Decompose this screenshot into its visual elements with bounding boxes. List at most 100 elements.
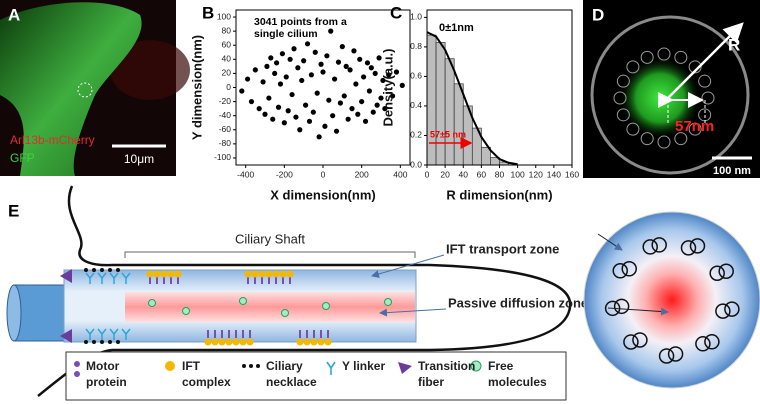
y-tick-label: -60 (219, 124, 232, 134)
bar (444, 58, 455, 166)
y-axis-label: Y dimension(nm) (189, 35, 204, 140)
shaft-bracket (124, 251, 416, 258)
point (343, 63, 349, 69)
y-tick-label: -20 (219, 96, 232, 106)
point (332, 76, 338, 82)
point (326, 97, 332, 103)
legend-label-line: necklace (266, 375, 317, 389)
point (345, 116, 351, 122)
point (318, 61, 324, 67)
point (361, 74, 367, 80)
point (324, 53, 330, 59)
x-tick-label: 60 (477, 169, 487, 179)
legend-label: Transition fiber (418, 359, 475, 389)
free-molecule (148, 299, 156, 307)
x-axis-label: R dimension(nm) (446, 187, 552, 202)
ift-complex (246, 338, 254, 346)
point (297, 127, 303, 133)
ift-complex (211, 338, 219, 346)
legend-label-line: Motor (86, 359, 120, 373)
radius-label: R (728, 35, 740, 54)
cross-section (583, 211, 760, 389)
legend-label-line: complex (182, 375, 231, 389)
necklace-dot (92, 340, 96, 344)
legend-icon (326, 361, 336, 375)
free-molecule (384, 298, 392, 306)
point (362, 118, 369, 124)
ift-complex (244, 270, 252, 278)
y-tick-label: 20 (222, 68, 232, 78)
free-molecule (182, 307, 190, 315)
point (287, 56, 293, 62)
x-tick-label: -200 (276, 169, 293, 179)
point (277, 81, 284, 87)
point (279, 51, 285, 57)
ift-complex (286, 270, 294, 278)
x-tick-label: 140 (547, 169, 561, 179)
necklace-dot (108, 268, 112, 272)
point (316, 134, 322, 140)
point (337, 100, 343, 106)
point (359, 98, 365, 105)
point (328, 28, 334, 34)
channel-label: GFP (10, 151, 35, 165)
point (291, 46, 297, 52)
point (320, 69, 326, 75)
red-haze (110, 40, 190, 100)
pointer (597, 233, 623, 251)
y-linker (109, 272, 119, 284)
y-tick-label: 0 (226, 82, 231, 92)
ift-complex (174, 270, 182, 278)
microtubule (667, 346, 684, 362)
basal-body-end (6, 284, 22, 342)
point (270, 116, 276, 122)
point (399, 82, 405, 88)
plot-frame (426, 9, 573, 166)
legend-icon (256, 364, 260, 368)
annotation: 57±5 nm (430, 129, 466, 139)
panel-label: D (592, 5, 604, 24)
bar (453, 83, 464, 166)
legend-icon (165, 361, 175, 371)
ift-complex (160, 270, 168, 278)
point (349, 106, 355, 112)
y-linker (85, 328, 95, 340)
microtubule (612, 263, 628, 279)
legend-label-line: Ciliary (266, 359, 303, 373)
legend-label: Y linker (342, 359, 385, 373)
free-molecule (239, 297, 247, 305)
x-tick-label: 0 (425, 169, 430, 179)
legend-label: Ciliary necklace (266, 359, 317, 389)
legend-label-line: protein (86, 375, 127, 389)
basal-body (13, 284, 65, 342)
y-linker (121, 272, 131, 284)
point (306, 118, 313, 124)
point (393, 69, 400, 75)
point (310, 109, 316, 115)
point (303, 102, 309, 108)
zone-label: IFT transport zone (446, 241, 559, 256)
ift-complex (146, 270, 154, 278)
y-tick-label: -80 (219, 138, 232, 148)
point (275, 104, 282, 110)
x-tick-label: 200 (355, 169, 369, 179)
point (366, 88, 372, 94)
y-linker (109, 328, 119, 340)
point (380, 77, 386, 84)
legend-label: Motor protein (86, 359, 127, 389)
point (281, 120, 287, 126)
microtubule (704, 334, 720, 350)
ift-complex (279, 270, 287, 278)
legend-label-line: fiber (418, 375, 444, 389)
microtubule (642, 239, 658, 255)
y-tick-label: 0.4 (410, 100, 422, 110)
microtubule (623, 334, 639, 350)
point (374, 102, 380, 108)
ift-ring (613, 91, 627, 105)
point (312, 49, 318, 55)
microtubule (621, 261, 637, 277)
point (289, 91, 295, 98)
legend-icon (242, 364, 246, 368)
ift-complex (153, 270, 161, 278)
ift-complex (324, 338, 332, 346)
